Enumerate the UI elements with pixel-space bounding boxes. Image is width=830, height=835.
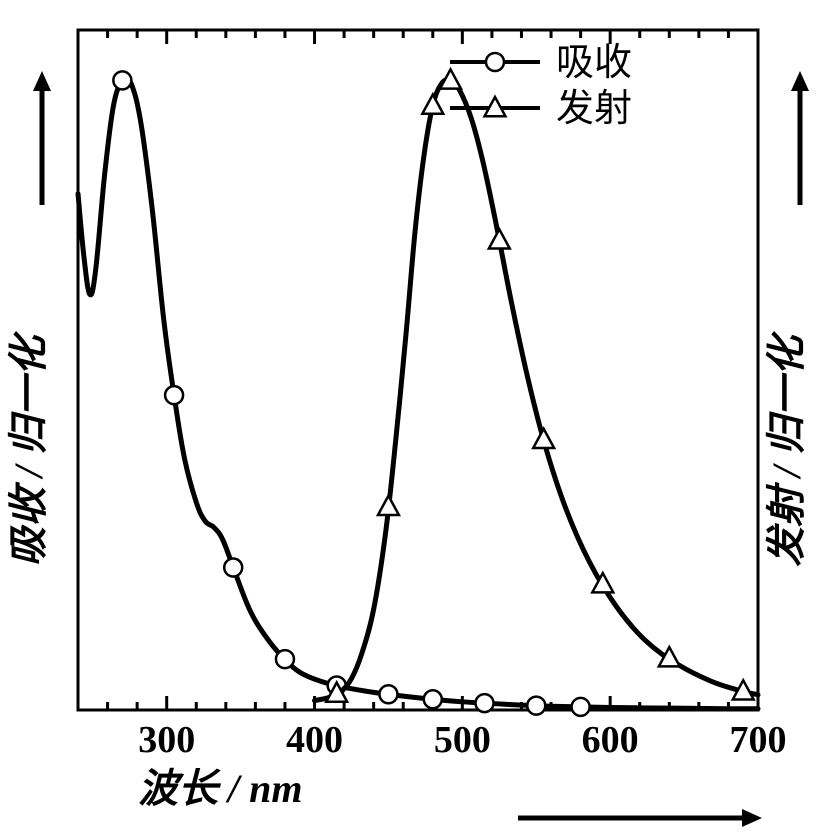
x-tick-label: 500 bbox=[434, 719, 491, 761]
y-left-label: 吸收 / 归一化 bbox=[6, 331, 51, 567]
y-right-label: 发射 / 归一化 bbox=[764, 331, 809, 567]
marker-circle-icon bbox=[276, 650, 294, 668]
legend-label-absorption: 吸收 bbox=[556, 42, 632, 84]
marker-circle-icon bbox=[527, 697, 545, 715]
marker-circle-icon bbox=[424, 690, 442, 708]
marker-circle-icon bbox=[379, 685, 397, 703]
legend-label-emission: 发射 bbox=[556, 88, 632, 130]
x-tick-label: 600 bbox=[582, 719, 639, 761]
marker-circle-icon bbox=[113, 71, 131, 89]
marker-circle-icon bbox=[476, 694, 494, 712]
marker-circle-icon bbox=[572, 698, 590, 716]
marker-circle-icon bbox=[224, 559, 242, 577]
x-axis-label: 波长 / nm bbox=[138, 766, 302, 811]
marker-circle-icon bbox=[165, 386, 183, 404]
x-tick-label: 700 bbox=[730, 719, 787, 761]
x-tick-label: 400 bbox=[286, 719, 343, 761]
legend-marker-circle-icon bbox=[486, 53, 504, 71]
spectrum-chart: 300 400 500 600 700 波长 / nm 吸收 / 归一化 发射 / 归一化 吸收… bbox=[0, 0, 830, 835]
x-tick-label: 300 bbox=[138, 719, 195, 761]
